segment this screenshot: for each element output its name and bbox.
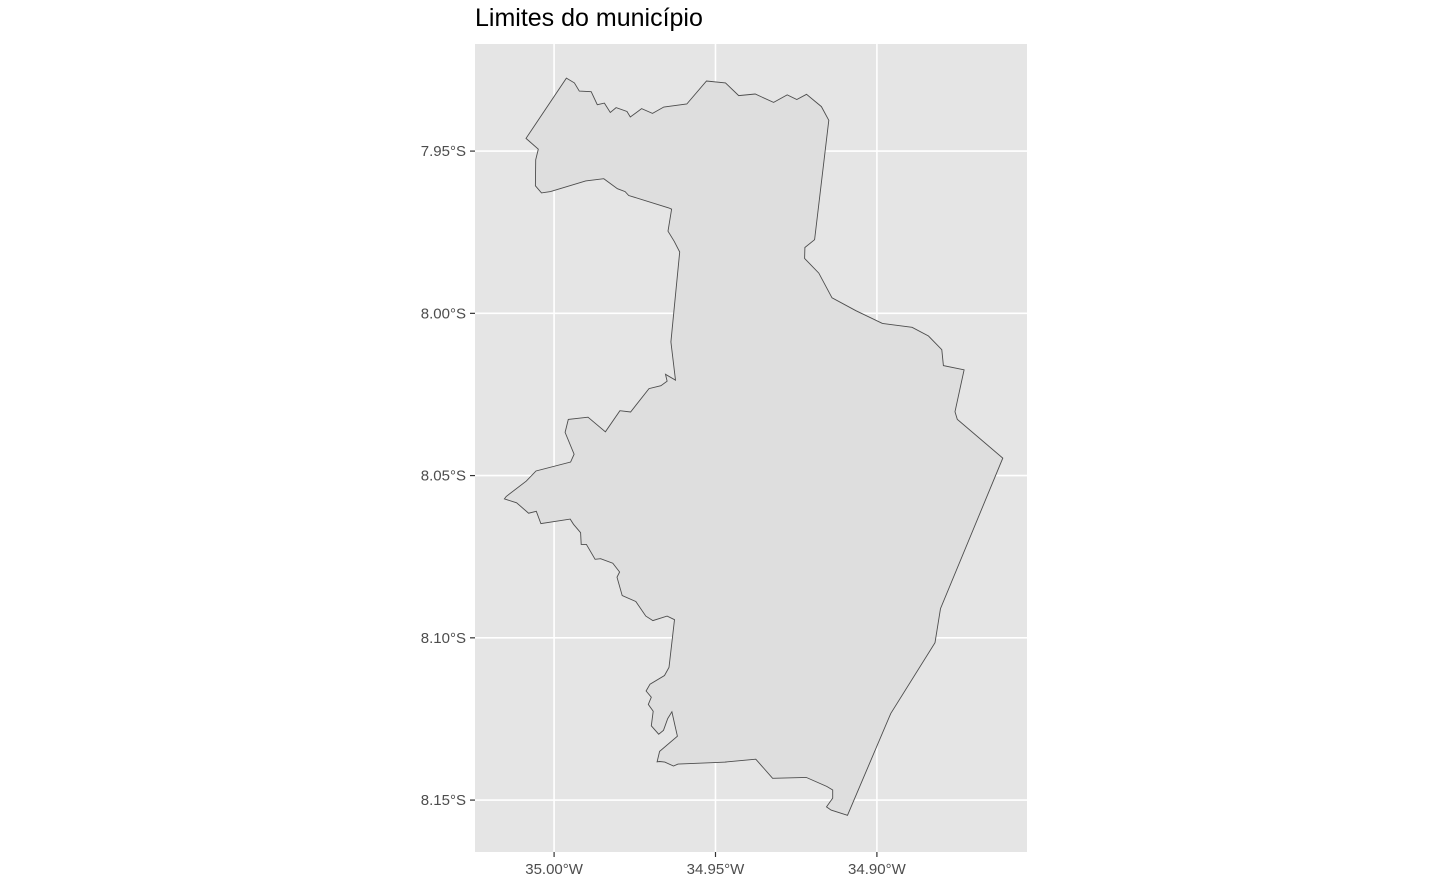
- municipality-boundary: [503, 77, 1004, 816]
- plot-title: Limites do município: [475, 4, 703, 32]
- y-tick-label: 7.95°S: [421, 143, 466, 160]
- x-tick-label: 34.95°W: [687, 861, 746, 878]
- axis-tick-labels: 35.00°W 34.95°W 34.90°W 7.95°S 8.00°S 8.05°S 8…: [421, 143, 907, 878]
- y-tick-label: 8.15°S: [421, 792, 466, 809]
- y-tick-label: 8.00°S: [421, 305, 466, 322]
- axis-ticks: [470, 150, 878, 857]
- y-tick-label: 8.10°S: [421, 630, 466, 647]
- x-tick-label: 35.00°W: [525, 861, 584, 878]
- x-tick-label: 34.90°W: [848, 861, 907, 878]
- y-tick-label: 8.05°S: [421, 468, 466, 485]
